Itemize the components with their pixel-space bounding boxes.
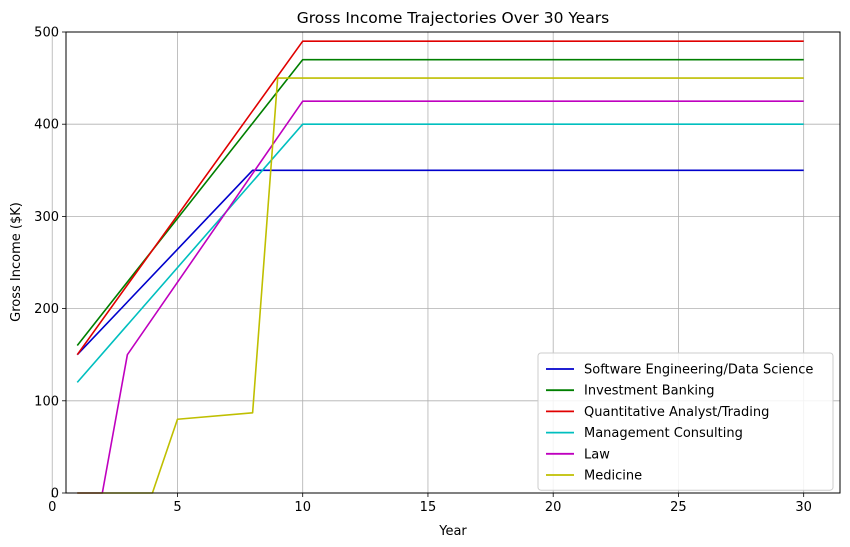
legend-label: Investment Banking [584,384,715,399]
x-tick-label: 20 [545,500,562,515]
x-axis: 0 5 10 15 20 25 30 [48,493,812,515]
series-line-management-consulting [76,123,804,383]
x-tick-label: 5 [173,500,181,515]
y-axis-label: Gross Income ($K) [9,202,24,322]
x-tick-label: 0 [48,500,56,515]
y-tick-label: 100 [34,394,59,409]
y-tick-label: 0 [51,487,59,502]
chart-title: Gross Income Trajectories Over 30 Years [297,9,610,27]
y-tick-label: 200 [34,302,59,317]
y-axis: 0 100 200 300 400 500 [34,26,66,502]
legend-label: Quantitative Analyst/Trading [584,405,769,420]
x-tick-label: 15 [420,500,437,515]
legend-label: Management Consulting [584,426,743,441]
legend-label: Medicine [584,469,642,484]
x-tick-label: 25 [670,500,687,515]
legend-label: Software Engineering/Data Science [584,363,813,378]
plot-frame [65,31,841,494]
legend-label: Law [584,447,610,462]
series-line-quantitative-analyst-trading [76,40,804,356]
legend-box [537,352,834,491]
legend: Software Engineering/Data Science Investm… [537,352,834,491]
y-tick-label: 400 [34,118,59,133]
y-tick-label: 500 [34,26,59,41]
series-line-software-engineering-data-science [76,169,804,356]
x-axis-label: Year [438,524,467,539]
x-tick-label: 10 [294,500,311,515]
y-tick-label: 300 [34,210,59,225]
x-tick-label: 30 [795,500,812,515]
